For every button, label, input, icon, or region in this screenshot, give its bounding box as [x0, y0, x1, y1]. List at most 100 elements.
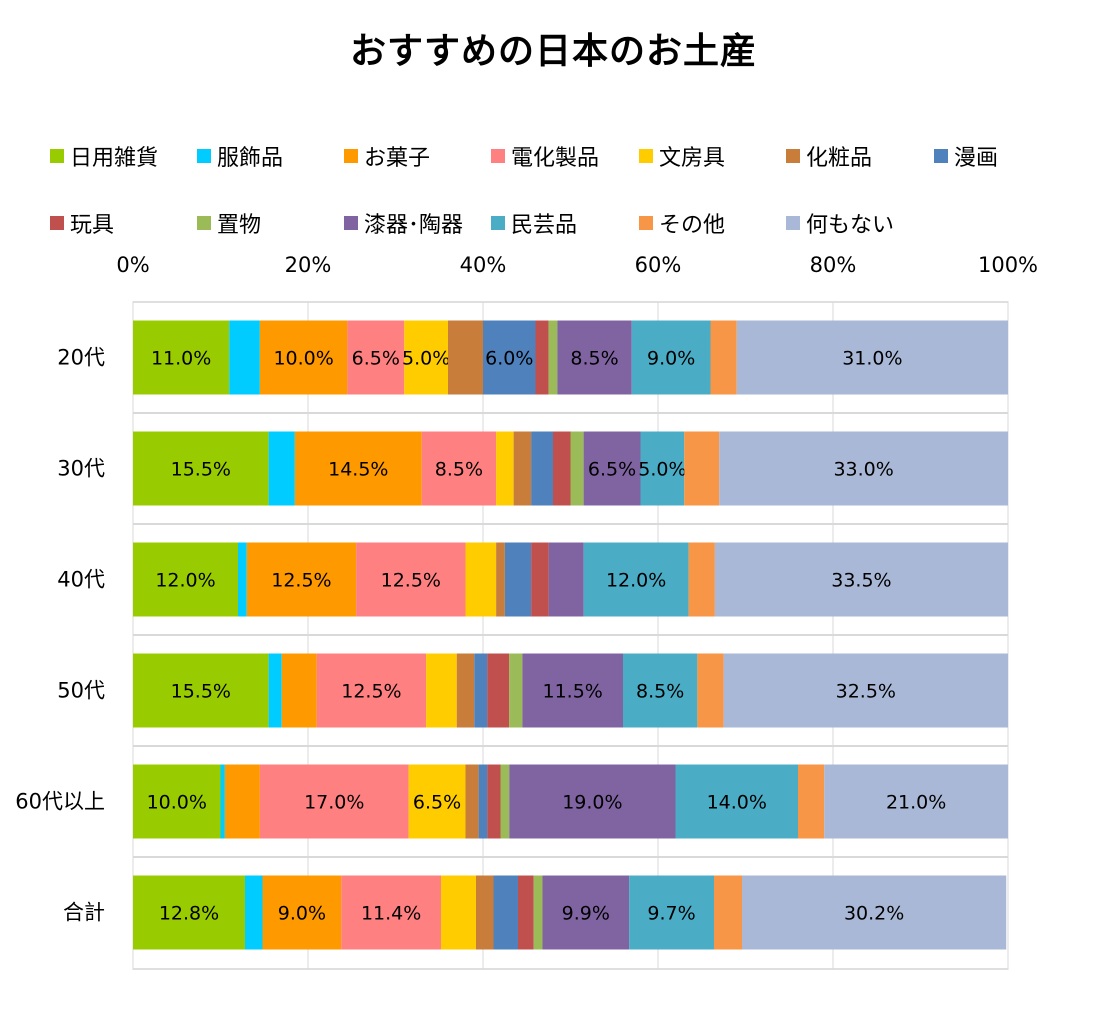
data-label: 15.5%	[171, 459, 231, 481]
data-label: 33.5%	[831, 570, 891, 592]
data-label: 12.5%	[381, 570, 441, 592]
x-tick-label: 40%	[460, 253, 507, 277]
bar-segment	[259, 764, 409, 839]
x-tick-label: 100%	[978, 253, 1038, 277]
category-label: 20代	[57, 346, 105, 370]
data-label: 15.5%	[171, 681, 231, 703]
data-label: 19.0%	[562, 792, 622, 814]
legend-label: その他	[659, 213, 726, 238]
bar-segment	[496, 431, 514, 506]
category-label: 40代	[57, 568, 105, 592]
legend-swatch	[344, 149, 358, 163]
data-label: 9.7%	[647, 903, 695, 925]
bar-segment	[456, 653, 475, 728]
bar-segment	[531, 431, 553, 506]
bar-segment	[509, 653, 523, 728]
data-label: 8.5%	[636, 681, 684, 703]
data-label: 17.0%	[304, 792, 364, 814]
legend-item: 服飾品	[197, 140, 283, 172]
bar-segment	[553, 431, 571, 506]
bar-segment	[465, 542, 497, 617]
legend-swatch	[50, 149, 64, 163]
bar-segment	[723, 653, 1008, 728]
data-label: 32.5%	[836, 681, 896, 703]
bar-segment	[548, 320, 558, 395]
bar-segment	[316, 653, 427, 728]
bar-segment	[448, 320, 483, 395]
bar-segment	[631, 320, 711, 395]
bar-segment	[281, 653, 317, 728]
data-label: 10.0%	[147, 792, 207, 814]
data-label: 31.0%	[842, 348, 902, 370]
data-label: 6.5%	[413, 792, 461, 814]
legend-label: 漆器･陶器	[364, 213, 464, 238]
bar-segment	[294, 431, 422, 506]
bar-segment	[824, 764, 1008, 839]
bar-segment	[493, 875, 518, 950]
data-label: 30.2%	[844, 903, 904, 925]
bar-segment	[408, 764, 466, 839]
bar-segment	[629, 875, 714, 950]
data-label: 5.0%	[638, 459, 686, 481]
legend-swatch	[197, 216, 211, 230]
bar-segment	[570, 431, 584, 506]
bar-segment	[262, 875, 342, 950]
bar-segment	[623, 653, 698, 728]
bar-segment	[640, 431, 685, 506]
legend-swatch	[786, 149, 800, 163]
data-label: 11.5%	[543, 681, 603, 703]
bar-segment	[719, 431, 1008, 506]
legend-item: その他	[639, 207, 725, 239]
chart-title: おすすめの日本のお土産	[349, 31, 757, 72]
bar-segment	[421, 431, 497, 506]
legend-swatch	[639, 216, 653, 230]
legend-label: 日用雑貨	[70, 146, 159, 171]
bar-segment	[798, 764, 825, 839]
legend-item: 民芸品	[491, 207, 577, 239]
legend-label: 化粧品	[806, 146, 873, 171]
bar-segment	[478, 764, 488, 839]
bar-segment	[465, 764, 479, 839]
data-label: 11.0%	[151, 348, 211, 370]
data-label: 21.0%	[886, 792, 946, 814]
legend-item: 漆器･陶器	[344, 207, 463, 239]
bar-segment	[356, 542, 466, 617]
bar-segment	[341, 875, 441, 950]
bar-segment	[133, 431, 269, 506]
legend-label: 服飾品	[217, 146, 284, 171]
bar-segment	[487, 653, 510, 728]
bar-segment	[736, 320, 1008, 395]
legend-swatch	[639, 149, 653, 163]
legend-label: 文房具	[659, 146, 726, 171]
bar-segment	[583, 542, 689, 617]
bar-segment	[531, 542, 549, 617]
data-label: 33.0%	[833, 459, 893, 481]
legend-swatch	[491, 216, 505, 230]
bar-segment	[229, 320, 260, 395]
data-label: 11.4%	[361, 903, 421, 925]
bar-segment	[404, 320, 448, 395]
bar-segment	[557, 320, 632, 395]
bar-segment	[246, 542, 357, 617]
bar-segment	[268, 431, 295, 506]
x-tick-label: 0%	[116, 253, 149, 277]
legend-swatch	[50, 216, 64, 230]
legend-swatch	[491, 149, 505, 163]
data-label: 12.5%	[271, 570, 331, 592]
data-label: 9.9%	[562, 903, 610, 925]
legend: 日用雑貨 服飾品 お菓子 電化製品 文房具 化粧品 漫画 玩具 置物 漆器･陶器 民芸品 その他 何もな…	[0, 0, 1107, 240]
bar-segment	[133, 653, 269, 728]
legend-item: 玩具	[50, 207, 114, 239]
bar-segment	[268, 653, 282, 728]
bar-segment	[513, 431, 532, 506]
data-label: 14.5%	[328, 459, 388, 481]
data-label: 6.5%	[588, 459, 636, 481]
legend-label: 民芸品	[511, 213, 578, 238]
bar-segment	[509, 764, 676, 839]
bar-segment	[483, 320, 536, 395]
legend-swatch	[786, 216, 800, 230]
x-tick-label: 20%	[285, 253, 332, 277]
category-label: 60代以上	[15, 790, 105, 814]
bar-segment	[133, 764, 221, 839]
